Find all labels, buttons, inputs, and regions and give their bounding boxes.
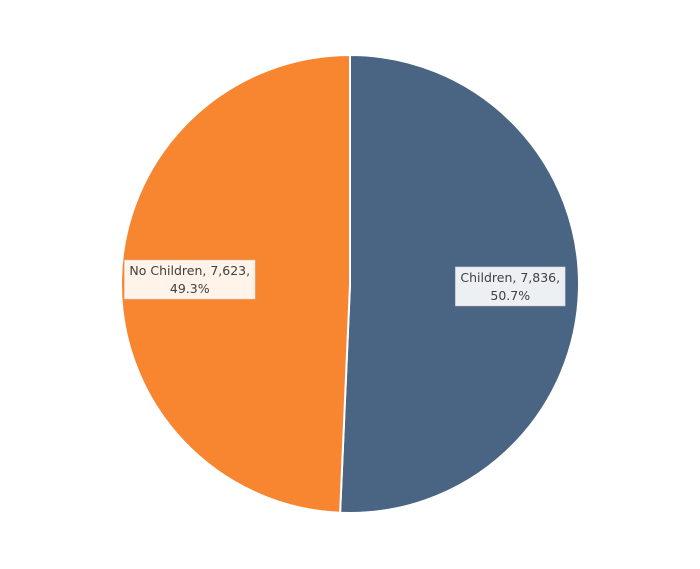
- data-label: Children, 7,836, 50.7%: [455, 266, 566, 307]
- data-label: No Children, 7,623, 49.3%: [124, 259, 256, 300]
- data-label-text: Children, 7,836,: [460, 270, 560, 285]
- data-label-box: [455, 266, 566, 307]
- data-label-percent: 50.7%: [490, 288, 530, 303]
- data-label-text: No Children, 7,623,: [129, 263, 250, 278]
- data-label-percent: 49.3%: [170, 281, 210, 296]
- data-label-box: [124, 259, 256, 300]
